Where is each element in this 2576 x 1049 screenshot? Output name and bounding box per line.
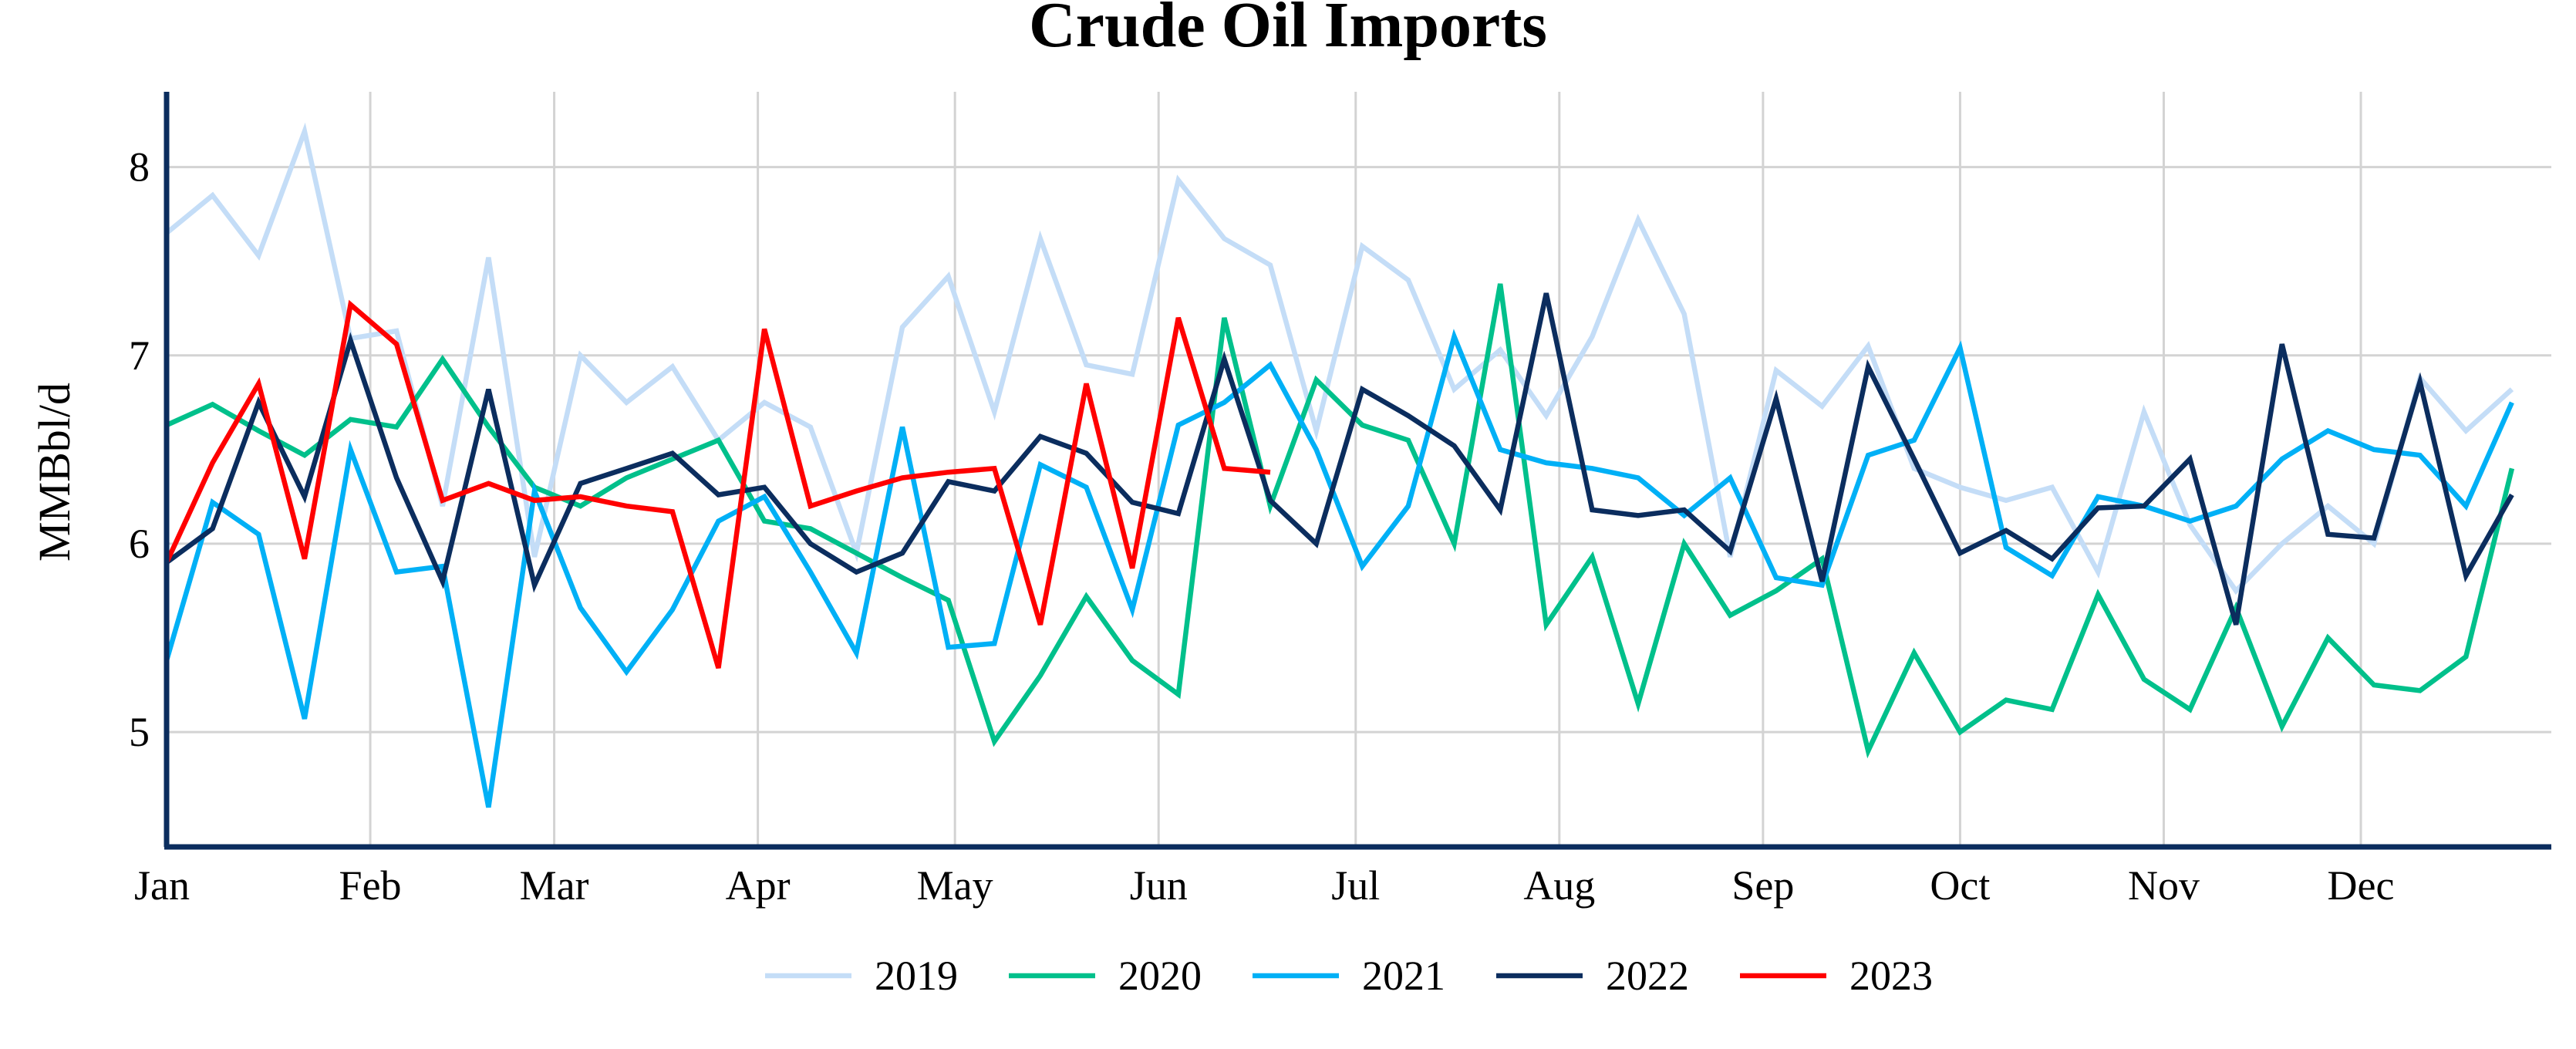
- legend-label: 2022: [1606, 953, 1689, 999]
- y-tick-label: 7: [129, 332, 150, 379]
- x-tick-label: Mar: [520, 862, 589, 909]
- series-line-2021: [164, 329, 2514, 808]
- legend-item-2021[interactable]: 2021: [1253, 953, 1445, 999]
- x-tick-labels: Jan Feb Mar Apr May Jun Jul Aug Sep Oct Nov Dec: [134, 862, 2394, 909]
- x-tick-label: Jul: [1331, 862, 1380, 909]
- x-tick-label: Aug: [1523, 862, 1595, 909]
- legend-item-2019[interactable]: 2019: [765, 953, 958, 999]
- grid: [167, 92, 2551, 847]
- x-tick-label: Dec: [2328, 862, 2395, 909]
- x-tick-label: Jan: [134, 862, 190, 909]
- x-tick-label: Apr: [726, 862, 791, 909]
- x-tick-label: Feb: [339, 862, 402, 909]
- legend: 2019 2020 2021 2022 2023: [765, 953, 1933, 999]
- legend-item-2022[interactable]: 2022: [1496, 953, 1689, 999]
- legend-item-2020[interactable]: 2020: [1009, 953, 1202, 999]
- y-axis-label: MMBbl/d: [29, 383, 79, 562]
- legend-item-2023[interactable]: 2023: [1740, 953, 1933, 999]
- y-tick-labels: 5 6 7 8: [129, 144, 150, 755]
- series-line-2019: [164, 122, 2514, 595]
- x-tick-label: Oct: [1930, 862, 1990, 909]
- chart-title: Crude Oil Imports: [1029, 0, 1547, 61]
- x-tick-label: Sep: [1731, 862, 1794, 909]
- series-line-2023: [164, 299, 1271, 670]
- legend-label: 2023: [1849, 953, 1933, 999]
- y-tick-label: 5: [129, 709, 150, 755]
- legend-label: 2020: [1118, 953, 1202, 999]
- x-tick-label: Nov: [2128, 862, 2200, 909]
- legend-label: 2021: [1362, 953, 1445, 999]
- x-tick-label: Jun: [1130, 862, 1188, 909]
- x-tick-label: May: [917, 862, 993, 909]
- series-lines: [164, 122, 2515, 808]
- y-tick-label: 8: [129, 144, 150, 191]
- series-line-2022: [165, 292, 2514, 626]
- y-tick-label: 6: [129, 521, 150, 567]
- legend-label: 2019: [875, 953, 958, 999]
